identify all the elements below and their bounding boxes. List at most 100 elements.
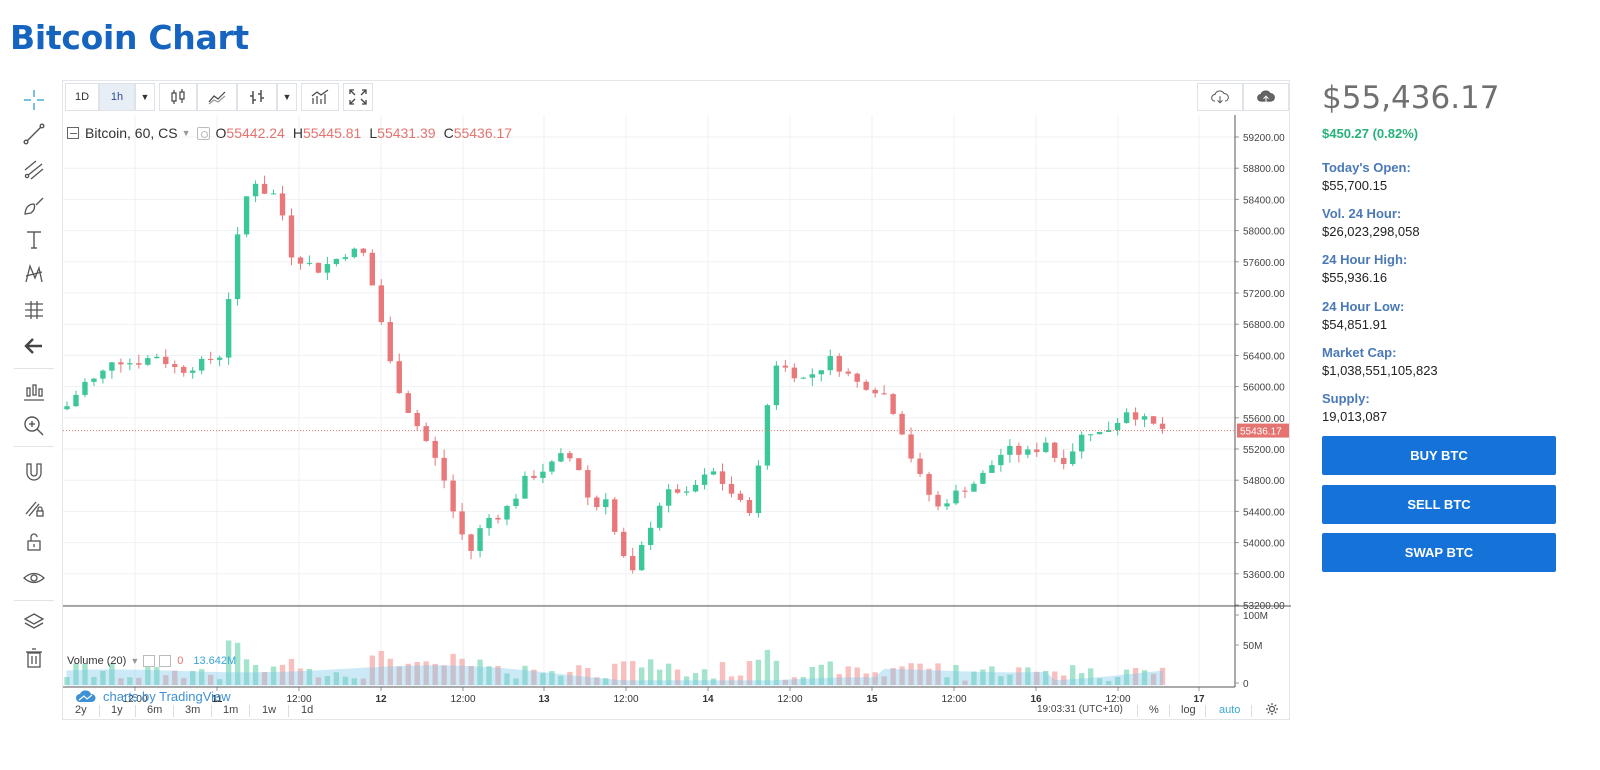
- chevron-down-icon: ▼: [140, 92, 150, 102]
- volume-bar: [576, 665, 582, 685]
- eye-icon[interactable]: [14, 562, 54, 594]
- auto-toggle[interactable]: auto: [1219, 704, 1241, 716]
- crosshair-icon[interactable]: [14, 84, 54, 116]
- candle: [594, 497, 600, 508]
- magnet-icon[interactable]: [14, 456, 54, 488]
- interval-dropdown[interactable]: ▼: [135, 83, 155, 111]
- text-icon[interactable]: [14, 224, 54, 256]
- price-tick-label: 57200.00: [1243, 289, 1285, 300]
- candle: [1096, 431, 1103, 435]
- chart-canvas[interactable]: 59200.00 58800.00 58400.00 58000.00 57600.00…: [63, 115, 1291, 721]
- trend-line-icon[interactable]: [14, 118, 54, 150]
- chevron-down-icon[interactable]: ▼: [181, 128, 191, 138]
- volume-bar: [558, 675, 564, 685]
- volume-bar: [612, 663, 618, 685]
- time-tick-label: 14: [702, 694, 714, 705]
- volume-bar: [306, 668, 313, 685]
- range-2y-button[interactable]: 2y: [75, 704, 87, 716]
- chevron-down-icon[interactable]: ▼: [130, 656, 140, 666]
- volume-bar: [225, 640, 232, 685]
- stat-value: $55,700.15: [1322, 178, 1388, 193]
- candles-icon[interactable]: [159, 83, 197, 111]
- candle: [612, 499, 618, 532]
- sell-btc-button[interactable]: SELL BTC: [1322, 485, 1556, 524]
- cloud-upload-icon[interactable]: [1243, 83, 1289, 111]
- candle: [450, 480, 456, 512]
- cloud-download-icon[interactable]: [1197, 83, 1243, 111]
- fullscreen-icon[interactable]: [343, 83, 373, 111]
- chart-type-dropdown[interactable]: ▼: [277, 83, 297, 111]
- candle: [1150, 416, 1157, 424]
- stat-label: Market Cap:: [1322, 345, 1397, 360]
- ruler-chart-icon[interactable]: [14, 376, 54, 408]
- price-tick-label: 56800.00: [1243, 320, 1285, 331]
- volume-bar: [450, 653, 456, 685]
- candle: [710, 471, 717, 475]
- interval-1h-button[interactable]: 1h: [99, 83, 135, 111]
- volume-bar: [674, 669, 681, 685]
- candle: [701, 474, 708, 485]
- stat-24h-low: 24 Hour Low: $54,851.91: [1322, 299, 1404, 332]
- volume-bar: [665, 663, 672, 685]
- candle: [297, 257, 304, 264]
- volume-bar: [872, 672, 878, 685]
- close-icon[interactable]: [159, 655, 172, 667]
- current-price: $55,436.17: [1322, 80, 1500, 116]
- lock-pencil-icon[interactable]: [14, 492, 54, 524]
- volume-bar: [234, 642, 241, 685]
- trash-icon[interactable]: [14, 642, 54, 674]
- log-toggle[interactable]: log: [1181, 704, 1196, 716]
- range-1w-button[interactable]: 1w: [262, 704, 277, 716]
- volume-bar: [1132, 668, 1139, 685]
- chart-area[interactable]: 59200.00 58800.00 58400.00 58000.00 57600.00…: [63, 115, 1291, 721]
- settings-icon[interactable]: [196, 126, 210, 140]
- stat-value: $26,023,298,058: [1322, 224, 1420, 239]
- bar-compare-icon[interactable]: [237, 83, 277, 111]
- back-arrow-icon[interactable]: [14, 330, 54, 362]
- pitchfork-icon[interactable]: [14, 154, 54, 186]
- range-3m-button[interactable]: 3m: [185, 704, 201, 716]
- volume-bar: [953, 664, 959, 685]
- volume-bar: [818, 664, 824, 685]
- candle: [486, 517, 492, 529]
- candle: [172, 364, 178, 367]
- volume-bar: [342, 676, 349, 685]
- range-6m-button[interactable]: 6m: [147, 704, 163, 716]
- candle: [935, 494, 941, 507]
- candle: [845, 371, 851, 374]
- high-value: 55445.81: [302, 125, 362, 141]
- buy-btc-button[interactable]: BUY BTC: [1322, 436, 1556, 475]
- collapse-icon[interactable]: [67, 127, 79, 139]
- pattern-icon[interactable]: [14, 258, 54, 290]
- settings-icon[interactable]: [143, 655, 156, 667]
- stat-value: 19,013,087: [1322, 409, 1388, 424]
- indicators-icon[interactable]: [301, 83, 339, 111]
- last-price-label: 55436.17: [1240, 427, 1282, 438]
- candle: [216, 357, 223, 360]
- gear-icon[interactable]: [1265, 702, 1279, 719]
- volume-bar: [109, 663, 115, 685]
- volume-bar: [73, 663, 79, 685]
- range-1d-button[interactable]: 1d: [301, 704, 314, 716]
- layers-icon[interactable]: [14, 606, 54, 638]
- brush-icon[interactable]: [14, 190, 54, 222]
- zoom-in-icon[interactable]: [14, 410, 54, 442]
- tradingview-brand[interactable]: charts by TradingView: [75, 689, 231, 704]
- candle: [872, 389, 878, 394]
- candle: [674, 489, 681, 493]
- high-label: H: [292, 125, 303, 141]
- range-1y-button[interactable]: 1y: [111, 704, 123, 716]
- volume-bar: [594, 677, 600, 685]
- candle: [145, 358, 151, 365]
- unlock-icon[interactable]: [14, 526, 54, 558]
- range-1m-button[interactable]: 1m: [223, 704, 239, 716]
- percent-toggle[interactable]: %: [1149, 704, 1159, 716]
- price-tick-label: 55600.00: [1243, 414, 1285, 425]
- line-chart-icon[interactable]: [197, 83, 237, 111]
- candle: [279, 193, 286, 216]
- candle: [540, 471, 546, 478]
- measure-icon[interactable]: [14, 294, 54, 326]
- volume-bar: [243, 659, 250, 685]
- interval-1d-button[interactable]: 1D: [65, 83, 99, 111]
- swap-btc-button[interactable]: SWAP BTC: [1322, 533, 1556, 572]
